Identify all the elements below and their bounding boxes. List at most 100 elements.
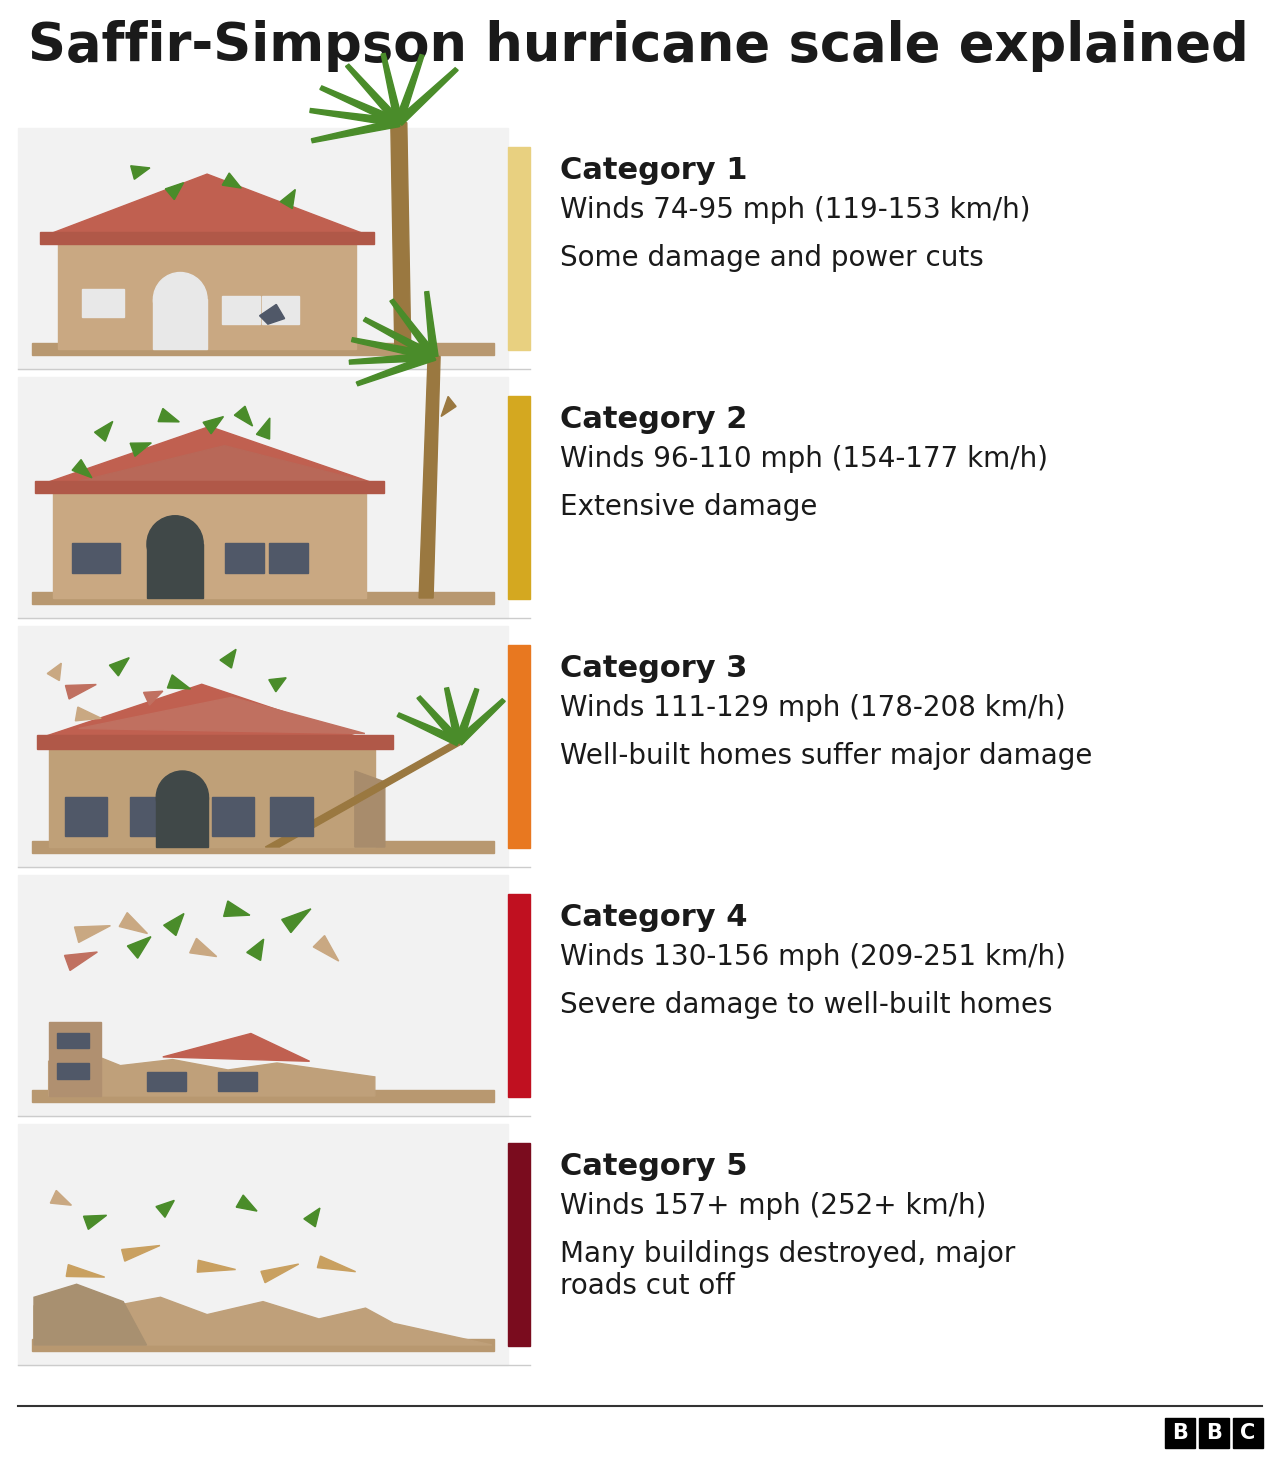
- Polygon shape: [65, 684, 96, 699]
- Polygon shape: [44, 175, 370, 236]
- Polygon shape: [63, 446, 379, 484]
- Polygon shape: [224, 901, 250, 916]
- Bar: [40, 232, 374, 244]
- Bar: [49, 738, 375, 847]
- Bar: [54, 484, 366, 597]
- Text: C: C: [1240, 1422, 1256, 1443]
- Polygon shape: [76, 708, 101, 721]
- Polygon shape: [47, 664, 61, 681]
- Bar: [18, 128, 508, 368]
- Bar: [36, 482, 384, 493]
- Polygon shape: [346, 65, 402, 125]
- Polygon shape: [220, 649, 236, 668]
- Polygon shape: [74, 926, 110, 942]
- Polygon shape: [256, 418, 270, 439]
- Polygon shape: [417, 696, 462, 744]
- Bar: [154, 299, 207, 349]
- Polygon shape: [442, 396, 456, 417]
- Bar: [32, 841, 494, 853]
- Polygon shape: [456, 699, 506, 744]
- Text: Category 4: Category 4: [561, 903, 748, 932]
- Bar: [37, 734, 393, 749]
- Polygon shape: [83, 1216, 106, 1229]
- Polygon shape: [390, 123, 411, 349]
- Polygon shape: [164, 913, 184, 935]
- Bar: [131, 797, 173, 837]
- Text: Extensive damage: Extensive damage: [561, 493, 818, 521]
- Text: Category 2: Category 2: [561, 405, 748, 435]
- Polygon shape: [109, 658, 129, 675]
- Polygon shape: [78, 697, 365, 734]
- Bar: [1165, 1418, 1196, 1447]
- Polygon shape: [131, 443, 151, 457]
- Bar: [18, 875, 508, 1116]
- Bar: [49, 1022, 101, 1097]
- Text: B: B: [1172, 1422, 1188, 1443]
- Polygon shape: [237, 1195, 257, 1211]
- Polygon shape: [247, 940, 264, 960]
- Polygon shape: [131, 166, 150, 179]
- Text: B: B: [1206, 1422, 1222, 1443]
- Bar: [508, 646, 530, 847]
- Polygon shape: [317, 1257, 356, 1271]
- Polygon shape: [356, 352, 435, 386]
- Text: Severe damage to well-built homes: Severe damage to well-built homes: [561, 991, 1052, 1019]
- Bar: [65, 797, 108, 837]
- Bar: [225, 543, 265, 573]
- Text: Well-built homes suffer major damage: Well-built homes suffer major damage: [561, 741, 1092, 771]
- Text: Category 5: Category 5: [561, 1152, 748, 1180]
- Bar: [72, 543, 120, 573]
- Polygon shape: [282, 909, 311, 932]
- Polygon shape: [454, 688, 479, 743]
- Polygon shape: [396, 68, 458, 125]
- Polygon shape: [168, 675, 191, 688]
- Text: Many buildings destroyed, major
roads cut off: Many buildings destroyed, major roads cu…: [561, 1240, 1015, 1301]
- Bar: [211, 797, 255, 837]
- Text: Some damage and power cuts: Some damage and power cuts: [561, 244, 984, 272]
- Bar: [1233, 1418, 1263, 1447]
- Bar: [58, 236, 356, 349]
- Bar: [18, 377, 508, 618]
- Polygon shape: [349, 352, 434, 364]
- Polygon shape: [64, 953, 97, 970]
- Polygon shape: [38, 684, 393, 749]
- Polygon shape: [197, 1260, 236, 1273]
- Bar: [508, 147, 530, 349]
- Circle shape: [147, 515, 204, 573]
- Bar: [221, 297, 260, 324]
- Polygon shape: [381, 53, 403, 123]
- Text: Category 3: Category 3: [561, 655, 748, 683]
- Polygon shape: [269, 678, 287, 691]
- Bar: [32, 1339, 494, 1351]
- Polygon shape: [122, 1245, 160, 1261]
- Text: Winds 111-129 mph (178-208 km/h): Winds 111-129 mph (178-208 km/h): [561, 694, 1066, 722]
- Polygon shape: [390, 299, 438, 358]
- Polygon shape: [189, 938, 216, 957]
- Polygon shape: [260, 304, 284, 324]
- Bar: [508, 396, 530, 599]
- Polygon shape: [95, 421, 113, 442]
- Bar: [32, 344, 494, 355]
- Bar: [156, 797, 209, 847]
- Polygon shape: [425, 292, 438, 357]
- Circle shape: [156, 771, 209, 824]
- Bar: [32, 592, 494, 603]
- Polygon shape: [234, 407, 252, 426]
- Polygon shape: [67, 1264, 105, 1277]
- Bar: [1199, 1418, 1229, 1447]
- Polygon shape: [50, 1191, 72, 1205]
- Bar: [508, 1144, 530, 1346]
- Polygon shape: [355, 771, 385, 847]
- Polygon shape: [204, 417, 224, 435]
- Polygon shape: [310, 109, 399, 126]
- Polygon shape: [303, 1208, 320, 1227]
- Bar: [269, 543, 308, 573]
- Bar: [261, 297, 300, 324]
- Polygon shape: [35, 1293, 492, 1345]
- Polygon shape: [156, 1201, 174, 1217]
- Text: Winds 130-156 mph (209-251 km/h): Winds 130-156 mph (209-251 km/h): [561, 942, 1066, 970]
- Polygon shape: [314, 935, 339, 962]
- Bar: [147, 543, 204, 597]
- Polygon shape: [364, 317, 436, 360]
- Bar: [508, 894, 530, 1097]
